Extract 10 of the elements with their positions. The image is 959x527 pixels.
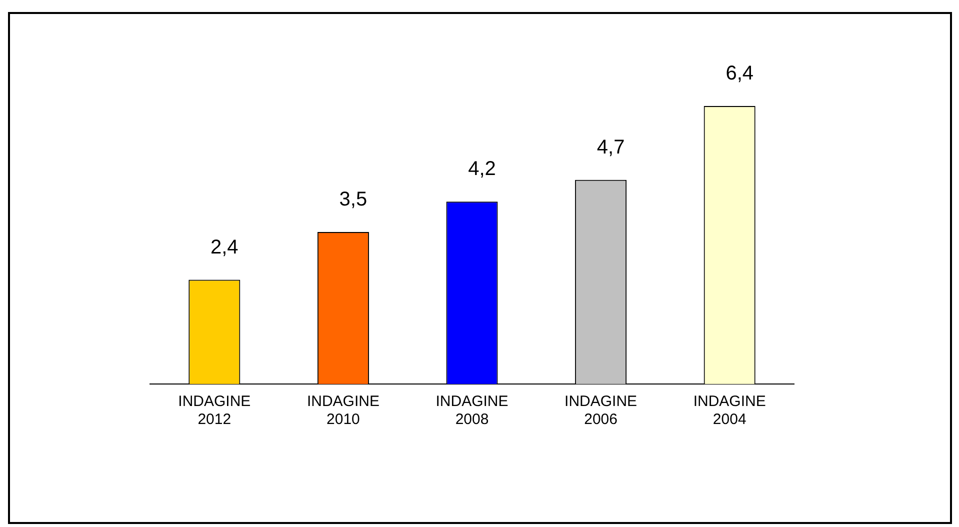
x-tick-label: INDAGINE 2008 [436, 393, 508, 428]
data-label: 2,4 [210, 236, 238, 258]
x-tick-label: INDAGINE 2004 [693, 393, 766, 428]
x-tick-label: INDAGINE 2006 [564, 393, 638, 428]
x-tick-label: INDAGINE 2012 [178, 393, 251, 428]
data-label: 6,4 [726, 62, 754, 85]
x-tick-label: INDAGINE 2010 [306, 393, 380, 428]
data-label: 4,2 [468, 158, 496, 180]
data-label: 4,7 [596, 136, 625, 158]
data-label: 3,5 [339, 188, 368, 211]
